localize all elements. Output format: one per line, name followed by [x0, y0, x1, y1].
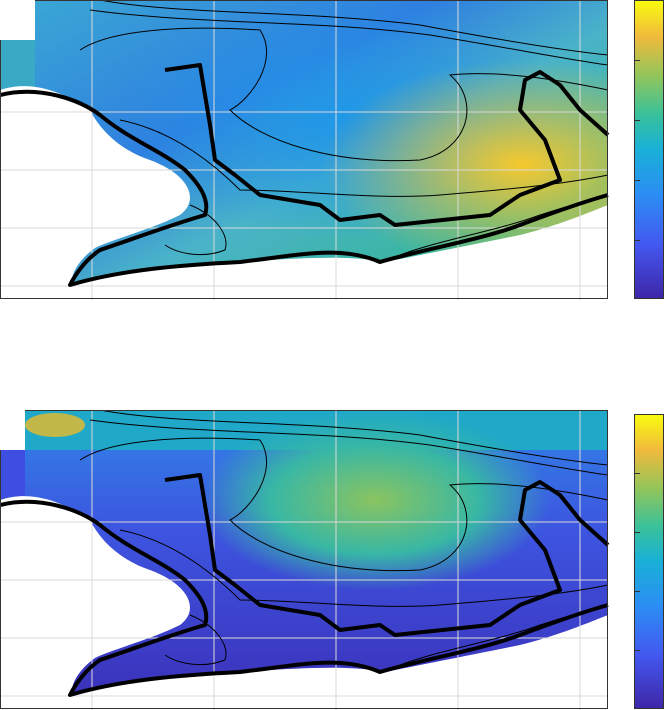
bottom-region-boundary	[0, 473, 610, 697]
top-grid	[0, 0, 608, 300]
bottom-land-mask	[0, 496, 190, 710]
bottom-map-panel	[0, 410, 612, 710]
top-axes-frame	[0, 0, 608, 299]
bottom-colorbar	[634, 414, 664, 709]
top-map-canvas	[0, 0, 610, 300]
bottom-contours	[79, 410, 609, 666]
bottom-axes-frame	[0, 410, 608, 709]
top-colorbar	[634, 0, 664, 299]
top-land-mask	[0, 86, 190, 300]
bottom-map-canvas	[0, 410, 610, 710]
top-region-boundary	[0, 63, 610, 287]
top-map-panel	[0, 0, 612, 300]
